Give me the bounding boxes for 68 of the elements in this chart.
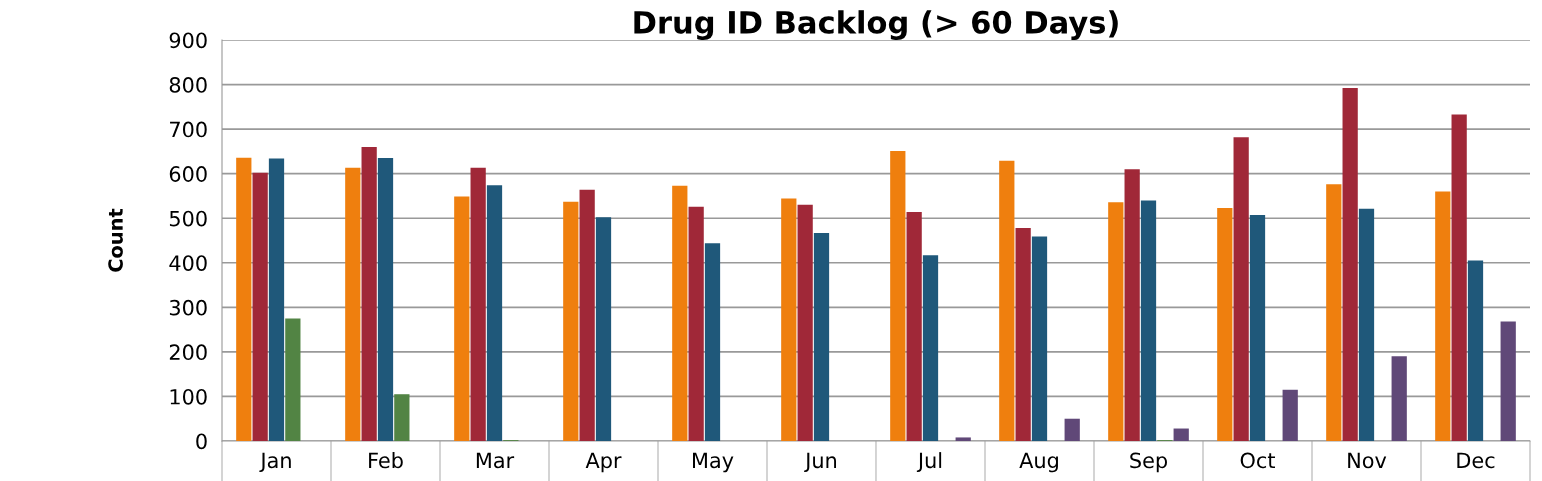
bar <box>1015 228 1031 441</box>
y-tick-label: 500 <box>169 210 207 227</box>
x-tick-label: Dec <box>1457 452 1495 469</box>
bar <box>1500 321 1516 441</box>
x-tick-label: May <box>693 452 734 473</box>
bar <box>285 318 301 441</box>
y-tick-label: 300 <box>169 299 207 316</box>
bar <box>1249 215 1266 441</box>
y-tick-label: 800 <box>169 77 207 93</box>
bar <box>563 201 579 441</box>
y-tick-label: 0 <box>196 433 207 450</box>
bar <box>361 146 377 441</box>
bar <box>268 158 285 441</box>
bar <box>906 211 922 441</box>
bar <box>1217 207 1233 441</box>
y-tick-label: 100 <box>170 388 207 405</box>
bar <box>236 157 252 441</box>
x-tick-label: Jul <box>916 452 942 473</box>
bar <box>454 196 470 441</box>
bar <box>1031 236 1048 441</box>
bar <box>704 243 721 441</box>
bar <box>1358 208 1375 441</box>
x-tick-label: Sep <box>1130 452 1167 473</box>
x-tick-label: Nov <box>1348 452 1387 469</box>
bar <box>1391 356 1407 441</box>
bar <box>377 158 394 441</box>
bar <box>579 189 595 441</box>
bar <box>595 217 612 441</box>
bar <box>1108 202 1124 441</box>
bar <box>470 167 486 441</box>
bar <box>252 172 268 441</box>
bar <box>394 394 410 441</box>
bar <box>1233 137 1249 441</box>
bar <box>1124 169 1140 441</box>
x-tick-label: Oct <box>1240 452 1276 469</box>
chart-title: Drug ID Backlog (> 60 Days) <box>634 10 1118 40</box>
bar <box>922 255 939 441</box>
bar <box>672 185 688 441</box>
x-tick-label: Jun <box>804 452 837 473</box>
x-tick-label: Apr <box>585 452 622 473</box>
bar <box>345 167 361 441</box>
bar <box>955 437 971 441</box>
bar <box>797 204 813 441</box>
bar <box>1467 260 1484 441</box>
x-tick-label: Aug <box>1019 452 1058 473</box>
bar <box>781 198 797 441</box>
x-tick-label: Feb <box>369 452 403 469</box>
bar <box>813 232 830 441</box>
bar <box>1342 88 1358 441</box>
y-tick-label: 400 <box>169 255 207 271</box>
y-tick-label: 900 <box>169 32 207 49</box>
bar <box>1064 418 1080 441</box>
bar <box>1282 389 1298 441</box>
x-tick-label: Mar <box>476 452 515 469</box>
bar <box>1173 428 1189 441</box>
y-tick-label: 200 <box>169 344 207 361</box>
y-tick-label: 600 <box>169 166 207 182</box>
bar <box>1326 184 1342 441</box>
bar <box>1435 191 1451 441</box>
bar <box>688 206 704 441</box>
bar <box>999 160 1015 441</box>
bar <box>890 150 906 441</box>
bar <box>1140 200 1157 441</box>
x-tick-label: Jan <box>259 452 291 473</box>
bar <box>1451 114 1467 441</box>
y-tick-label: 700 <box>170 121 207 138</box>
bar <box>486 185 503 441</box>
y-axis-title: Count <box>108 208 123 272</box>
